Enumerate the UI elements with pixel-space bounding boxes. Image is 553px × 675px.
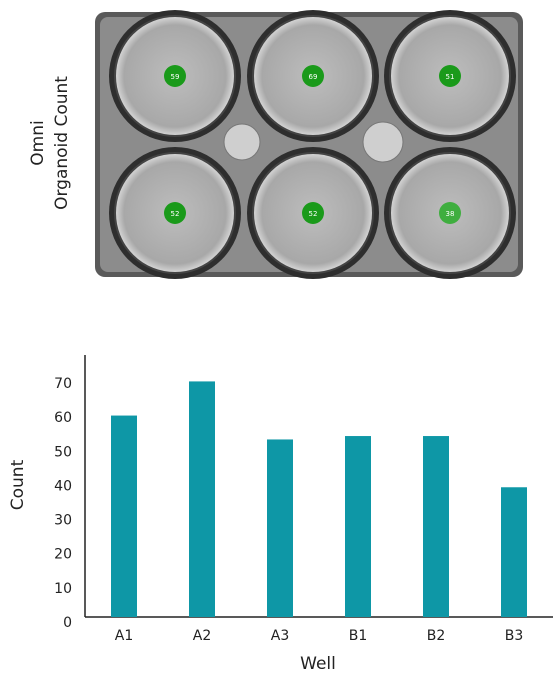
empty-well [223, 123, 261, 161]
well-label: 51 [446, 73, 455, 81]
y-axis-title: Count [8, 459, 28, 510]
plate-label: Omni Organoid Count [28, 76, 72, 210]
well-label: 38 [446, 210, 455, 218]
y-tick-label: 20 [54, 547, 72, 563]
bar [501, 487, 527, 617]
y-tick-label: 0 [63, 615, 72, 631]
bar [345, 436, 371, 617]
plate-label-line: Omni [28, 120, 48, 165]
y-tick-label: 70 [54, 376, 72, 392]
well-marker [439, 65, 461, 87]
empty-well [362, 121, 404, 163]
well-marker [439, 202, 461, 224]
y-tick-label: 40 [54, 478, 72, 494]
well-label: 59 [171, 73, 180, 81]
plate-label-line: Organoid Count [52, 76, 72, 210]
y-tick-label: 30 [54, 513, 72, 529]
well-marker [164, 202, 186, 224]
well-label: 69 [309, 73, 318, 81]
well-label: 52 [171, 210, 180, 218]
y-tick-label: 60 [54, 410, 72, 426]
x-tick-label: A2 [193, 628, 211, 644]
well-label: 52 [309, 210, 318, 218]
x-axis-title: Well [300, 654, 336, 674]
bar [423, 436, 449, 617]
bar [111, 415, 137, 617]
bar [189, 381, 215, 617]
well-marker [302, 65, 324, 87]
y-tick-label: 50 [54, 444, 72, 460]
bar [267, 439, 293, 617]
well-marker [164, 65, 186, 87]
x-tick-label: B3 [505, 628, 524, 644]
x-tick-label: B1 [349, 628, 368, 644]
x-tick-label: A1 [115, 628, 133, 644]
y-tick-label: 10 [54, 581, 72, 597]
well-marker [302, 202, 324, 224]
x-tick-label: A3 [271, 628, 289, 644]
x-tick-label: B2 [427, 628, 446, 644]
